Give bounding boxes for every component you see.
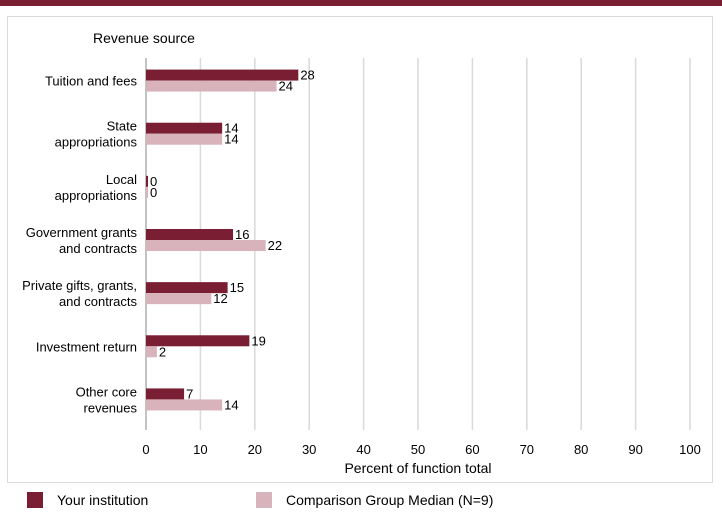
bar-institution <box>146 229 234 240</box>
x-tick-label: 40 <box>356 442 370 457</box>
category-label: Private gifts, grants, and contracts <box>22 278 137 309</box>
bar-comparison <box>146 346 157 358</box>
bar-institution <box>146 335 250 347</box>
category-label: Investment return <box>36 339 137 354</box>
x-tick-label: 100 <box>679 442 701 457</box>
bar-comparison <box>146 399 223 411</box>
x-axis-label: Percent of function total <box>344 460 491 476</box>
bar-institution <box>146 282 228 294</box>
legend-item-comparison: Comparison Group Median (N=9) <box>256 492 493 508</box>
x-tick-label: 20 <box>248 442 262 457</box>
value-label-comparison: 12 <box>213 291 227 306</box>
bar-institution <box>146 388 185 400</box>
value-label-comparison: 2 <box>159 344 166 359</box>
bar-comparison <box>146 80 277 92</box>
category-label: Government grants and contracts <box>26 225 138 256</box>
x-tick-label: 60 <box>465 442 479 457</box>
value-label-comparison: 14 <box>224 397 238 412</box>
value-label-comparison: 22 <box>268 238 282 253</box>
legend-label-comparison: Comparison Group Median (N=9) <box>286 492 494 508</box>
value-label-institution: 14 <box>224 121 238 136</box>
legend: Your institution Comparison Group Median… <box>0 483 722 516</box>
legend-label-institution: Your institution <box>57 492 149 508</box>
value-label-comparison: 0 <box>150 185 157 200</box>
bar-comparison <box>146 293 212 305</box>
value-label-institution: 16 <box>235 227 249 242</box>
value-label-institution: 19 <box>251 333 265 348</box>
x-tick-label: 50 <box>411 442 425 457</box>
x-tick-label: 30 <box>302 442 316 457</box>
category-label: Tuition and fees <box>45 74 138 89</box>
value-label-institution: 7 <box>186 386 193 401</box>
bar-institution <box>146 122 223 134</box>
bar-layer <box>146 69 299 411</box>
value-label-comparison: 14 <box>224 132 238 147</box>
category-label: State appropriations <box>55 119 138 150</box>
bar-institution <box>146 175 148 187</box>
value-label-institution: 0 <box>150 174 157 189</box>
value-label-comparison: 24 <box>279 79 293 94</box>
x-tick-label: 0 <box>142 442 149 457</box>
top-rule <box>0 0 722 6</box>
bar-institution <box>146 69 299 81</box>
chart-title: Revenue source <box>93 30 195 46</box>
legend-swatch-comparison <box>256 492 272 508</box>
value-label-institution: 15 <box>230 280 244 295</box>
legend-item-institution: Your institution <box>27 492 148 508</box>
x-tick-label: 10 <box>193 442 207 457</box>
x-tick-label: 80 <box>574 442 588 457</box>
bar-comparison <box>146 240 266 251</box>
chart-frame <box>7 16 713 483</box>
bar-comparison <box>146 133 223 145</box>
legend-swatch-institution <box>27 492 43 508</box>
bar-comparison <box>146 186 148 198</box>
x-tick-label: 70 <box>520 442 534 457</box>
category-label: Other core revenues <box>76 384 138 415</box>
category-label: Local appropriations <box>55 172 138 203</box>
value-label-institution: 28 <box>300 68 314 83</box>
x-tick-label: 90 <box>628 442 642 457</box>
